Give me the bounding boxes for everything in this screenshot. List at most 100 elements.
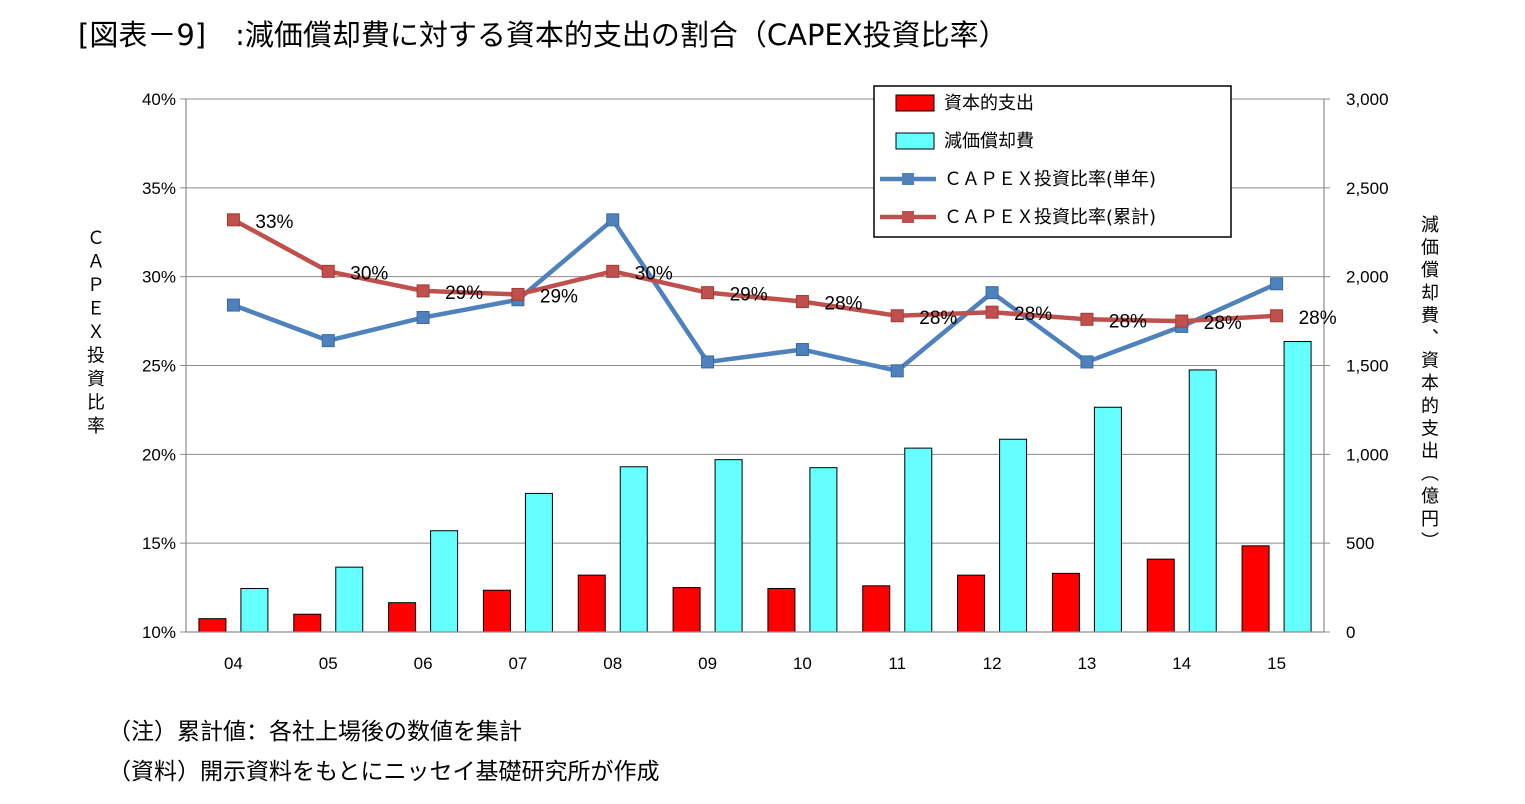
right-tick-label: 2,500 — [1346, 179, 1389, 198]
x-tick-label: 07 — [508, 654, 527, 673]
legend-label: 減価償却費 — [944, 131, 1034, 152]
bar-capital-expenditure — [198, 618, 227, 633]
marker — [416, 284, 430, 298]
right-tick-label: 3,000 — [1346, 90, 1389, 109]
bar-capital-expenditure — [672, 587, 701, 633]
marker — [1270, 277, 1284, 291]
data-label: 33% — [255, 212, 293, 233]
bar-capital-expenditure — [293, 613, 322, 633]
x-tick-label: 08 — [603, 654, 622, 673]
data-label: 29% — [445, 283, 483, 304]
bar-depreciation — [999, 438, 1028, 633]
marker — [511, 287, 525, 301]
left-tick-label: 30% — [142, 268, 176, 287]
legend-swatch — [895, 132, 935, 150]
bar-depreciation — [524, 492, 553, 633]
bar-capital-expenditure — [1146, 558, 1175, 633]
bar-capital-expenditure — [957, 574, 986, 633]
right-tick-label: 1,500 — [1346, 357, 1389, 376]
x-tick-label: 11 — [888, 654, 906, 673]
right-tick-label: 1,000 — [1346, 445, 1389, 464]
legend-marker — [902, 211, 914, 223]
bar-depreciation — [430, 530, 459, 633]
bar-capital-expenditure — [767, 587, 796, 633]
marker — [416, 311, 430, 325]
marker — [226, 213, 240, 227]
x-tick-label: 04 — [224, 654, 243, 673]
bar-depreciation — [619, 466, 648, 633]
data-label: 29% — [730, 285, 768, 306]
right-tick-label: 500 — [1346, 534, 1374, 553]
marker — [321, 334, 335, 348]
data-label: 28% — [1299, 308, 1337, 329]
left-tick-label: 15% — [142, 534, 176, 553]
data-label: 28% — [1204, 313, 1242, 334]
bar-depreciation — [714, 459, 743, 633]
x-tick-label: 13 — [1077, 654, 1096, 673]
axis-labels: ＣＡＰＥＸ投資比率 減価償却費︑資本的支出︵億円︶ — [87, 215, 1439, 552]
note-source: （資料）開示資料をもとにニッセイ基礎研究所が作成 — [108, 759, 660, 785]
marker — [606, 264, 620, 278]
legend-label: ＣＡＰＥＸ投資比率(単年) — [944, 169, 1156, 190]
bar-depreciation — [240, 587, 269, 633]
left-tick-label: 25% — [142, 357, 176, 376]
bar-depreciation — [335, 566, 364, 633]
left-tick-label: 20% — [142, 445, 176, 464]
marker — [321, 264, 335, 278]
bar-depreciation — [904, 447, 933, 633]
note-cumulative: （注）累計値：各社上場後の数値を集計 — [108, 719, 522, 745]
bar-capital-expenditure — [482, 589, 511, 633]
x-tick-label: 15 — [1267, 654, 1286, 673]
bar-capital-expenditure — [862, 585, 891, 633]
left-axis-label: ＣＡＰＥＸ投資比率 — [87, 228, 105, 437]
marker — [890, 364, 904, 378]
legend-label: 資本的支出 — [944, 93, 1034, 114]
marker — [701, 286, 715, 300]
x-tick-label: 05 — [319, 654, 338, 673]
right-axis-label: 減価償却費︑資本的支出︵億円︶ — [1421, 215, 1439, 552]
bar-depreciation — [1283, 341, 1312, 633]
left-tick-label: 35% — [142, 179, 176, 198]
legend-marker — [902, 173, 914, 185]
line-capex-cumulative — [232, 217, 1277, 324]
x-tick-label: 06 — [414, 654, 433, 673]
data-label: 29% — [540, 286, 578, 307]
bar-capital-expenditure — [388, 602, 417, 633]
right-tick-label: 2,000 — [1346, 268, 1389, 287]
marker — [1080, 312, 1094, 326]
line-capex-single-year — [232, 217, 1278, 374]
data-label: 28% — [919, 308, 957, 329]
chart-title: [図表－9] :減価償却費に対する資本的支出の割合（CAPEX投資比率） — [78, 18, 1008, 52]
marker — [795, 343, 809, 357]
marker — [985, 305, 999, 319]
marker — [1270, 309, 1284, 323]
bars — [198, 341, 1312, 633]
marker — [1175, 314, 1189, 328]
bar-depreciation — [1188, 369, 1217, 633]
marker — [226, 298, 240, 312]
bar-depreciation — [1093, 406, 1122, 633]
x-tick-label: 10 — [793, 654, 812, 673]
data-label: 28% — [1014, 304, 1052, 325]
bar-depreciation — [809, 467, 838, 633]
marker — [1080, 355, 1094, 369]
x-tick-label: 12 — [983, 654, 1002, 673]
marker — [701, 355, 715, 369]
data-label: 28% — [824, 294, 862, 315]
bar-capital-expenditure — [1051, 572, 1080, 633]
data-label: 30% — [350, 263, 388, 284]
right-tick-label: 0 — [1346, 623, 1355, 642]
data-label: 30% — [635, 263, 673, 284]
bar-capital-expenditure — [577, 574, 606, 633]
x-tick-label: 14 — [1172, 654, 1191, 673]
marker — [985, 286, 999, 300]
x-tick-label: 09 — [698, 654, 717, 673]
marker — [890, 309, 904, 323]
data-label: 28% — [1109, 311, 1147, 332]
legend-swatch — [895, 94, 935, 112]
marker — [606, 213, 620, 227]
legend-label: ＣＡＰＥＸ投資比率(累計) — [944, 207, 1156, 228]
lines: 33% 30% 29% 29% 30% 29% 28% 28% 28% 28% 28% 28% — [226, 212, 1337, 378]
